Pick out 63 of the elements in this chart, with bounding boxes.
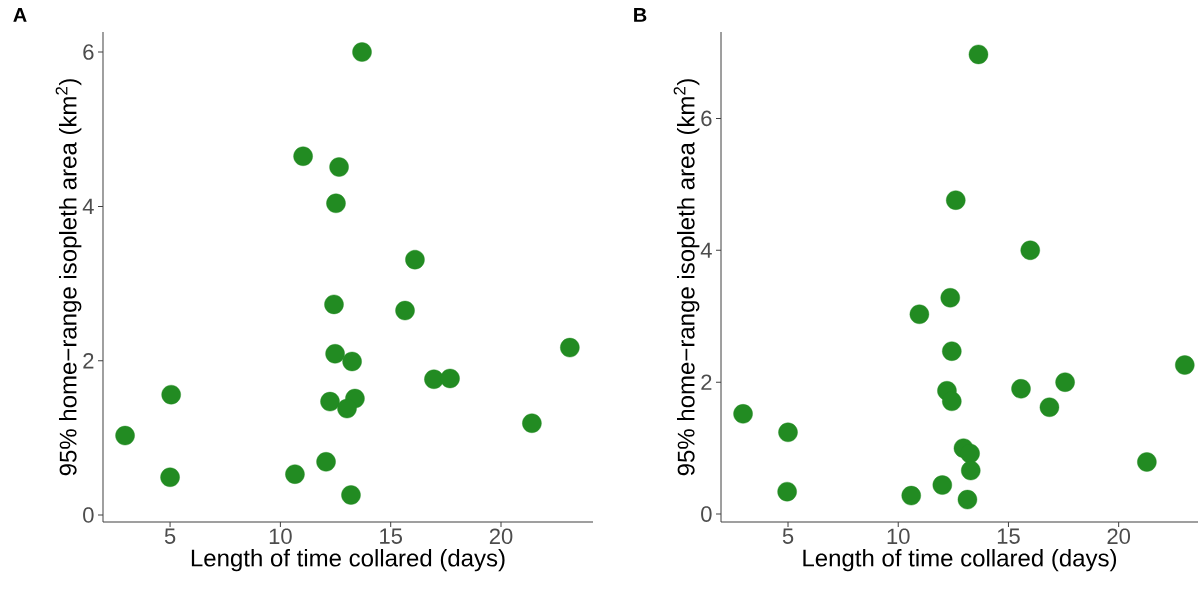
y-tick-label: 4 — [82, 198, 94, 214]
point — [778, 422, 798, 443]
chart-title: B — [634, 8, 647, 22]
x-tick-label: 15 — [380, 528, 402, 544]
point — [1137, 452, 1157, 472]
point — [960, 443, 980, 464]
y-axis-title: 95% home−range isopleth area (km$^{2}$) — [55, 79, 82, 476]
x-tick-label: 5 — [164, 528, 176, 544]
point — [115, 425, 135, 446]
point — [946, 190, 966, 210]
y-tick-label: 0 — [83, 507, 94, 523]
point — [329, 157, 349, 177]
point — [326, 193, 346, 214]
x-tick-label: 20 — [1107, 528, 1131, 545]
point — [961, 460, 981, 481]
point — [1055, 372, 1075, 392]
point — [424, 369, 444, 389]
x-axis-title: Length of time collared (days) — [191, 548, 505, 572]
point — [337, 398, 357, 419]
y-tick-label: 2 — [83, 353, 94, 369]
x-axis-title: Length of time collared (days) — [803, 548, 1117, 572]
point — [942, 391, 962, 412]
point — [1039, 397, 1060, 417]
x-tick-label: 5 — [782, 528, 794, 544]
point — [940, 288, 960, 308]
point — [1175, 355, 1195, 375]
point — [161, 384, 181, 405]
point — [522, 413, 542, 433]
y-tick-label: 0 — [701, 506, 712, 522]
point — [942, 341, 962, 361]
point — [395, 300, 415, 321]
point — [405, 249, 425, 270]
point — [560, 337, 580, 358]
x-tick-label: 15 — [997, 528, 1020, 544]
point — [293, 146, 313, 166]
point — [285, 464, 305, 484]
x-tick-label: 20 — [489, 528, 513, 545]
chart-title: A — [13, 8, 27, 22]
point — [932, 475, 953, 495]
y-tick-label: 4 — [700, 242, 712, 258]
x-tick-label: 10 — [269, 528, 292, 545]
point — [733, 404, 753, 424]
y-tick-label: 6 — [701, 110, 712, 127]
point — [320, 391, 340, 412]
point — [901, 485, 921, 506]
y-axis-title: 95% home−range isopleth area (km$^{2}$) — [673, 79, 700, 476]
point — [341, 485, 361, 505]
point — [1020, 240, 1040, 260]
y-tick-label: 6 — [83, 44, 94, 60]
point — [968, 44, 989, 65]
y-tick-label: 2 — [701, 374, 712, 390]
point — [325, 344, 345, 364]
point — [909, 304, 930, 324]
point — [440, 368, 460, 389]
point — [316, 452, 336, 472]
point — [777, 481, 797, 502]
point — [957, 489, 978, 510]
point — [324, 294, 344, 315]
x-tick-label: 10 — [887, 528, 910, 545]
point — [1011, 379, 1031, 399]
point — [160, 467, 180, 487]
point — [352, 42, 372, 62]
point — [342, 351, 362, 372]
